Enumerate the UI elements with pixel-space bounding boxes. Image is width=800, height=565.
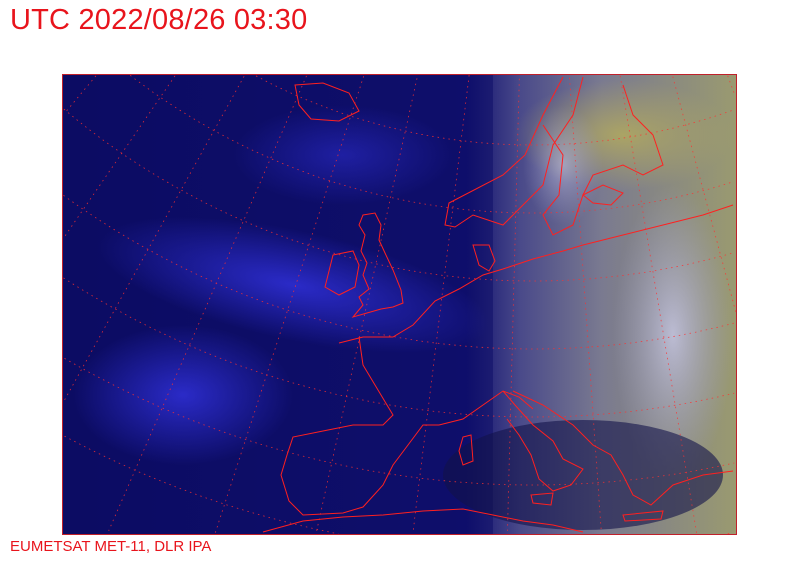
coast-iceland <box>294 82 360 122</box>
parallel-line <box>64 435 339 534</box>
coast-africa <box>262 508 584 533</box>
parallel-line <box>727 532 733 534</box>
coast-sweden-finland <box>542 84 664 236</box>
coast-balkans <box>512 390 734 506</box>
timestamp-title: UTC 2022/08/26 03:30 <box>10 4 308 36</box>
meridian-line <box>316 78 418 532</box>
coast-france-med <box>438 390 534 426</box>
coast-sardinia <box>458 434 474 466</box>
coast-ireland <box>324 250 360 296</box>
coastlines <box>262 76 734 533</box>
coast-iberia <box>280 336 439 516</box>
coast-uk <box>351 212 404 318</box>
satellite-map[interactable] <box>62 74 737 535</box>
coast-crete <box>622 510 664 522</box>
meridian-line <box>569 77 602 533</box>
image-credit: EUMETSAT MET-11, DLR IPA <box>10 538 212 555</box>
meridian-line <box>672 76 736 313</box>
meridian-line <box>507 78 520 531</box>
coast-denmark <box>472 244 496 272</box>
cloud-band <box>97 217 489 353</box>
parallel-line <box>63 194 736 350</box>
parallel-line <box>63 108 734 282</box>
coast-italy <box>502 390 584 492</box>
meridian-line <box>619 75 698 534</box>
meridian-line <box>108 75 307 531</box>
graticule <box>63 75 736 534</box>
parallel-line <box>64 358 735 486</box>
coast-baltic <box>582 184 624 206</box>
satellite-image <box>63 75 736 534</box>
coast-sicily <box>530 492 554 506</box>
coast-mainland <box>338 204 734 344</box>
cloud-east <box>613 185 733 485</box>
meridian-line <box>727 75 736 95</box>
coast-norway <box>444 76 584 228</box>
parallel-line <box>63 277 735 418</box>
